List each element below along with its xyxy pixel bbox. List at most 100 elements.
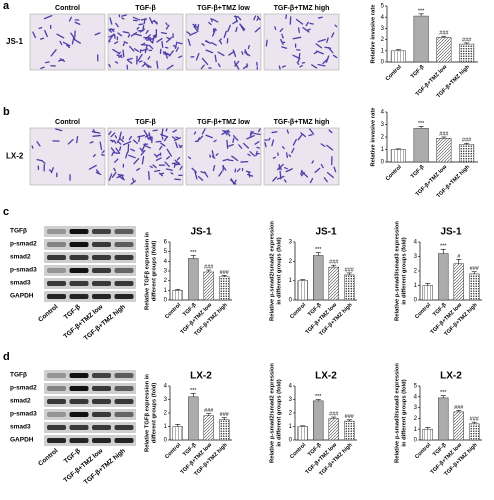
cell [154,33,158,38]
cell [162,51,171,56]
cell [226,139,229,149]
blot-band [69,294,89,299]
cell [331,32,335,38]
blot-lane-label: Control [37,447,59,467]
cell [66,44,71,49]
blot-band [47,386,66,391]
significance: ### [345,414,355,420]
cell [92,154,96,158]
cell [334,24,338,28]
cell [175,141,178,149]
cell [76,136,79,144]
panel-label: a [3,0,10,12]
cell [149,17,153,25]
significance: ### [329,412,339,418]
cell [158,172,164,177]
blot-strip [44,226,136,237]
image-title: Control [55,119,80,126]
blot-strip [44,265,136,276]
blot-band [69,242,89,247]
cell [147,56,151,60]
x-tick-label: Control [385,64,403,82]
cell [284,167,288,170]
cell [128,45,135,52]
cell [333,166,337,173]
blot-band [92,399,111,404]
cell [297,27,300,34]
cell [159,145,163,151]
bar [422,285,433,301]
blot-row-label: smad3 [10,424,31,431]
cell [153,20,158,24]
bar [438,253,449,301]
blot-band [92,438,111,443]
chart-title: LX-2 [315,371,337,382]
cell [109,139,114,142]
cell [234,60,240,67]
cell [55,128,63,132]
cell [242,64,249,70]
y-tick-label: 5 [164,249,168,255]
blot-band [47,373,66,378]
cell [121,174,124,181]
cell [163,136,168,142]
blot-band [114,425,134,430]
cell [292,36,302,40]
cell [238,144,243,149]
cell [140,48,149,52]
blot-band [69,438,89,443]
blot-band [92,425,111,430]
image-title: TGF-β+TMZ low [197,5,250,12]
cell [239,23,246,31]
cell [165,24,170,30]
cell [145,29,149,34]
cell [247,173,254,177]
cell [160,133,169,138]
cell [168,50,174,57]
significance: # [457,254,461,260]
cell [50,49,57,57]
cell [110,132,116,138]
cell [235,63,240,70]
blot-lane-label: TGF-β [63,303,82,321]
bar [328,418,339,441]
significance: ### [204,408,214,414]
cell [128,135,133,141]
y-tick-label: 3 [414,405,418,411]
cell [313,50,319,55]
cell [108,173,113,181]
bar [297,426,308,441]
x-tick-label: Control [414,302,432,320]
y-axis-label: in different groups (fold) [277,379,283,446]
blot-band [114,229,134,234]
cell [156,60,159,69]
y-tick-label: 0 [289,298,293,304]
cell [144,144,151,149]
cell [116,175,122,179]
bar [203,271,214,301]
blot-strip [44,291,136,302]
cell [217,51,225,57]
chart-title: JS-1 [190,227,212,238]
y-tick-label: 2 [289,411,293,417]
cell [152,164,157,169]
cell [317,38,326,43]
micrograph [29,127,106,186]
significance: *** [418,8,425,14]
cell [48,169,52,172]
cell [114,135,118,139]
blot-band [114,412,134,417]
y-tick-label: 4 [289,384,293,390]
blot-strip [44,422,136,433]
cell [38,26,43,30]
cell [43,15,53,20]
cell [148,44,154,50]
cell [165,168,173,171]
cell [317,63,326,67]
x-tick-label: Control [289,442,307,460]
cell [67,138,74,145]
cell [301,170,309,178]
blot-band [69,386,89,391]
cell [160,142,166,147]
cell [146,37,155,41]
